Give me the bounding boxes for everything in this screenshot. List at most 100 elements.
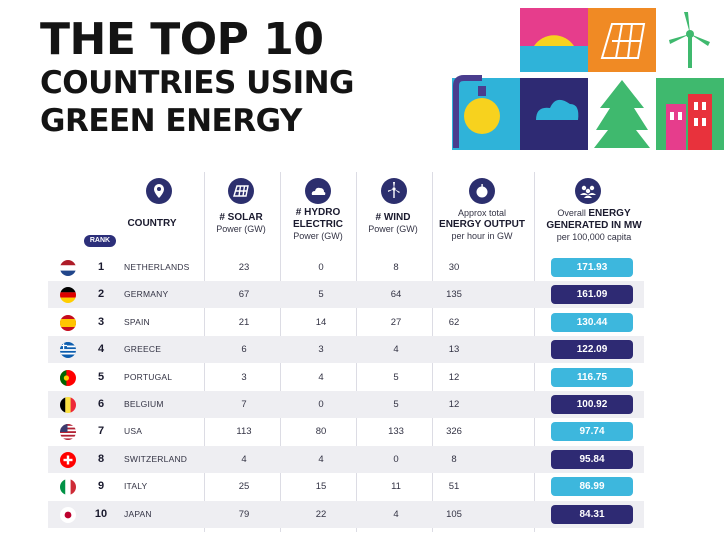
hydro-cell: 0 bbox=[318, 262, 324, 273]
solar-cell: 7 bbox=[241, 399, 247, 410]
table-row: 7 USA 113 80 133 326 97.74 bbox=[48, 418, 644, 445]
netherlands-flag-icon bbox=[60, 260, 76, 276]
energy-generated-pill: 84.31 bbox=[551, 504, 633, 524]
people-icon bbox=[575, 178, 601, 204]
country-cell: GERMANY bbox=[124, 289, 169, 300]
country-cell: NETHERLANDS bbox=[124, 262, 190, 272]
country-cell: BELGIUM bbox=[124, 399, 164, 409]
rank-cell: 8 bbox=[97, 452, 105, 465]
country-cell: ITALY bbox=[124, 481, 148, 492]
portugal-flag-icon bbox=[60, 369, 76, 386]
energy-output-cell: 105 bbox=[446, 508, 462, 520]
wind-cell: 5 bbox=[393, 399, 399, 410]
wind-cell: 4 bbox=[393, 508, 399, 520]
energy-output-cell: 12 bbox=[448, 371, 460, 383]
solar-cell: 6 bbox=[241, 344, 247, 356]
solar-panel-icon bbox=[228, 178, 254, 204]
germany-flag-icon bbox=[60, 287, 76, 304]
solar-cell: 4 bbox=[241, 453, 247, 465]
energy-generated-pill: 171.93 bbox=[551, 258, 633, 277]
header-energy-generated: Overall ENERGY GENERATED IN MW per 100,00… bbox=[546, 208, 642, 242]
table-row: 1 NETHERLANDS 23 0 8 30 171.93 bbox=[48, 254, 644, 281]
wind-cell: 11 bbox=[391, 481, 401, 493]
apple-icon bbox=[469, 178, 495, 204]
energy-generated-pill: 130.44 bbox=[551, 312, 633, 332]
energy-output-cell: 13 bbox=[448, 344, 460, 356]
wind-cell: 0 bbox=[393, 453, 399, 465]
switzerland-flag-icon bbox=[60, 451, 76, 468]
energy-output-cell: 326 bbox=[446, 426, 462, 438]
wind-cell: 5 bbox=[393, 371, 399, 383]
energy-output-cell: 8 bbox=[451, 453, 457, 465]
header-wind: # WIND Power (GW) bbox=[368, 212, 418, 234]
country-cell: PORTUGAL bbox=[124, 371, 173, 382]
solar-cell: 25 bbox=[238, 481, 250, 493]
solar-cell: 3 bbox=[241, 371, 247, 383]
spain-flag-icon bbox=[60, 314, 76, 331]
country-cell: USA bbox=[124, 426, 143, 437]
hydro-cell: 3 bbox=[318, 344, 324, 356]
rank-cell: 2 bbox=[97, 288, 105, 301]
energy-generated-pill: 100.92 bbox=[551, 395, 633, 414]
header-energy-output: Approx total ENERGY OUTPUT per hour in GW bbox=[439, 208, 525, 241]
wind-cell: 8 bbox=[393, 262, 399, 273]
hydro-cell: 4 bbox=[318, 371, 324, 383]
solar-cell: 21 bbox=[238, 316, 250, 328]
wind-cell: 133 bbox=[388, 426, 404, 438]
hydro-cell: 4 bbox=[318, 453, 324, 465]
energy-generated-pill: 116.75 bbox=[551, 367, 633, 387]
wind-turbine-icon bbox=[381, 178, 407, 204]
energy-output-cell: 12 bbox=[448, 399, 460, 410]
table-row: 2 GERMANY 67 5 64 135 161.09 bbox=[48, 281, 644, 309]
country-cell: SWITZERLAND bbox=[124, 453, 188, 464]
solar-cell: 67 bbox=[238, 289, 250, 301]
page-title: THE TOP 10 COUNTRIES USING GREEN ENERGY bbox=[40, 16, 355, 140]
table-row: 8 SWITZERLAND 4 4 0 8 95.84 bbox=[48, 445, 644, 473]
header-solar: # SOLAR Power (GW) bbox=[216, 212, 266, 234]
wind-cell: 27 bbox=[390, 316, 402, 328]
table-row: 4 GREECE 6 3 4 13 122.09 bbox=[48, 336, 644, 364]
rank-cell: 4 bbox=[97, 343, 105, 356]
header-country: COUNTRY bbox=[127, 218, 177, 229]
wind-cell: 4 bbox=[393, 344, 399, 356]
table-row: 6 BELGIUM 7 0 5 12 100.92 bbox=[48, 391, 644, 418]
hydro-cell: 14 bbox=[315, 316, 327, 328]
energy-generated-pill: 95.84 bbox=[551, 449, 633, 469]
energy-output-cell: 51 bbox=[448, 481, 460, 493]
hydro-cell: 0 bbox=[318, 399, 324, 410]
rank-cell: 9 bbox=[97, 480, 105, 493]
rank-badge: RANK bbox=[84, 235, 116, 247]
cloud-icon bbox=[305, 178, 331, 204]
country-cell: JAPAN bbox=[124, 508, 152, 519]
header-hydro: # HYDRO ELECTRIC Power (GW) bbox=[293, 207, 343, 241]
italy-flag-icon bbox=[60, 479, 76, 496]
energy-generated-pill: 97.74 bbox=[551, 422, 633, 442]
belgium-flag-icon bbox=[60, 397, 76, 413]
greece-flag-icon bbox=[60, 342, 76, 359]
rank-cell: 5 bbox=[97, 370, 105, 383]
location-pin-icon bbox=[146, 178, 172, 204]
energy-output-cell: 135 bbox=[446, 289, 462, 301]
energy-generated-pill: 122.09 bbox=[551, 340, 633, 360]
title-line-2: COUNTRIES USING bbox=[40, 65, 355, 101]
rank-cell: 1 bbox=[97, 261, 105, 273]
hydro-cell: 22 bbox=[315, 508, 327, 520]
solar-cell: 23 bbox=[238, 262, 250, 273]
rank-cell: 10 bbox=[94, 507, 108, 520]
wind-cell: 64 bbox=[390, 289, 402, 301]
solar-cell: 113 bbox=[236, 426, 252, 438]
country-cell: SPAIN bbox=[124, 316, 150, 327]
usa-flag-icon bbox=[60, 424, 76, 441]
energy-generated-pill: 161.09 bbox=[551, 285, 633, 305]
rank-cell: 3 bbox=[97, 315, 105, 328]
table-row: 10 JAPAN 79 22 4 105 84.31 bbox=[48, 500, 644, 528]
rank-cell: 6 bbox=[97, 398, 105, 410]
title-line-3: GREEN ENERGY bbox=[40, 103, 302, 139]
table-row: 5 PORTUGAL 3 4 5 12 116.75 bbox=[48, 364, 644, 391]
hydro-cell: 80 bbox=[315, 426, 327, 438]
green-energy-illustration bbox=[452, 8, 724, 150]
energy-output-cell: 30 bbox=[448, 262, 460, 273]
solar-cell: 79 bbox=[238, 508, 250, 520]
hydro-cell: 15 bbox=[315, 481, 327, 493]
rank-cell: 7 bbox=[97, 425, 105, 438]
